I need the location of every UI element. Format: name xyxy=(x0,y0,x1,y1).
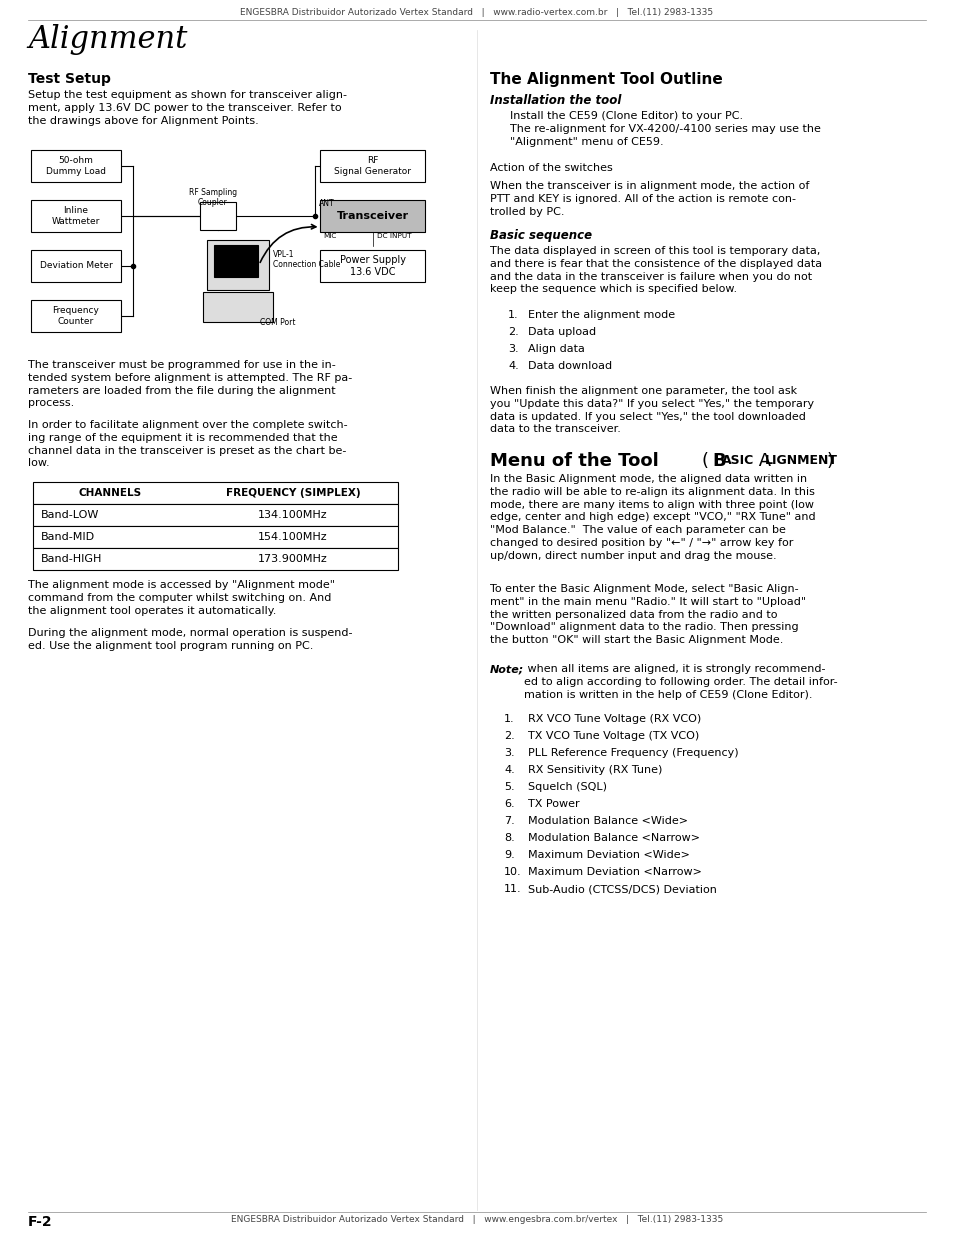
Text: Deviation Meter: Deviation Meter xyxy=(40,262,112,270)
Text: LIGNMENT: LIGNMENT xyxy=(764,454,837,467)
Text: 1.: 1. xyxy=(507,310,518,320)
Text: ASIC: ASIC xyxy=(721,454,754,467)
Text: MIC: MIC xyxy=(323,233,336,240)
Text: TX VCO Tune Voltage (TX VCO): TX VCO Tune Voltage (TX VCO) xyxy=(527,731,699,741)
Text: Install the CE59 (Clone Editor) to your PC.
The re-alignment for VX-4200/-4100 s: Install the CE59 (Clone Editor) to your … xyxy=(510,111,820,147)
Text: Align data: Align data xyxy=(527,345,584,354)
Text: 154.100MHz: 154.100MHz xyxy=(258,532,328,542)
Text: In order to facilitate alignment over the complete switch-
ing range of the equi: In order to facilitate alignment over th… xyxy=(28,420,347,468)
Text: A: A xyxy=(752,452,770,471)
Text: Maximum Deviation <Wide>: Maximum Deviation <Wide> xyxy=(527,850,689,860)
Text: 3.: 3. xyxy=(503,748,514,758)
Text: 8.: 8. xyxy=(503,832,515,844)
Text: When finish the alignment one parameter, the tool ask
you "Update this data?" If: When finish the alignment one parameter,… xyxy=(490,387,813,435)
Text: Test Setup: Test Setup xyxy=(28,72,111,86)
Text: Installation the tool: Installation the tool xyxy=(490,94,620,107)
Text: CHANNELS: CHANNELS xyxy=(79,488,142,498)
Text: ANT: ANT xyxy=(318,199,334,207)
Text: 3.: 3. xyxy=(507,345,518,354)
Text: Maximum Deviation <Narrow>: Maximum Deviation <Narrow> xyxy=(527,867,701,877)
Text: 10.: 10. xyxy=(503,867,521,877)
Text: The transceiver must be programmed for use in the in-
tended system before align: The transceiver must be programmed for u… xyxy=(28,359,352,409)
Text: During the alignment mode, normal operation is suspend-
ed. Use the alignment to: During the alignment mode, normal operat… xyxy=(28,629,352,651)
FancyBboxPatch shape xyxy=(30,300,121,332)
Text: Squelch (SQL): Squelch (SQL) xyxy=(527,782,606,792)
FancyBboxPatch shape xyxy=(200,203,235,230)
FancyBboxPatch shape xyxy=(213,245,257,277)
Text: Action of the switches: Action of the switches xyxy=(490,163,612,173)
FancyBboxPatch shape xyxy=(33,482,397,504)
Text: To enter the Basic Alignment Mode, select "Basic Align-
ment" in the main menu ": To enter the Basic Alignment Mode, selec… xyxy=(490,584,805,645)
Text: ENGESBRA Distribuidor Autorizado Vertex Standard   |   www.engesbra.com.br/verte: ENGESBRA Distribuidor Autorizado Vertex … xyxy=(231,1215,722,1224)
FancyBboxPatch shape xyxy=(33,548,397,571)
Text: Note;: Note; xyxy=(490,664,524,674)
Text: 11.: 11. xyxy=(503,884,521,894)
Text: In the Basic Alignment mode, the aligned data written in
the radio will be able : In the Basic Alignment mode, the aligned… xyxy=(490,474,815,561)
Text: 4.: 4. xyxy=(503,764,515,776)
Text: COM Port: COM Port xyxy=(260,317,295,327)
FancyBboxPatch shape xyxy=(203,291,273,322)
Text: 1.: 1. xyxy=(503,714,514,724)
Text: Data download: Data download xyxy=(527,361,612,370)
Text: When the transceiver is in alignment mode, the action of
PTT and KEY is ignored.: When the transceiver is in alignment mod… xyxy=(490,182,808,216)
FancyBboxPatch shape xyxy=(320,149,425,182)
Text: ): ) xyxy=(826,452,833,471)
FancyBboxPatch shape xyxy=(33,526,397,548)
Text: RF Sampling
Coupler: RF Sampling Coupler xyxy=(189,188,236,207)
Text: 2.: 2. xyxy=(507,327,518,337)
Text: Menu of the Tool: Menu of the Tool xyxy=(490,452,659,471)
Text: PLL Reference Frequency (Frequency): PLL Reference Frequency (Frequency) xyxy=(527,748,738,758)
Text: RX Sensitivity (RX Tune): RX Sensitivity (RX Tune) xyxy=(527,764,661,776)
Text: Frequency
Counter: Frequency Counter xyxy=(52,306,99,326)
Text: RF
Signal Generator: RF Signal Generator xyxy=(335,157,411,175)
Text: The Alignment Tool Outline: The Alignment Tool Outline xyxy=(490,72,722,86)
Text: Data upload: Data upload xyxy=(527,327,596,337)
Text: Power Supply
13.6 VDC: Power Supply 13.6 VDC xyxy=(339,256,406,277)
Text: 7.: 7. xyxy=(503,816,515,826)
Text: VPL-1
Connection Cable: VPL-1 Connection Cable xyxy=(273,249,340,269)
FancyArrowPatch shape xyxy=(260,225,315,263)
Text: Modulation Balance <Wide>: Modulation Balance <Wide> xyxy=(527,816,687,826)
Text: ENGESBRA Distribuidor Autorizado Vertex Standard   |   www.radio-vertex.com.br  : ENGESBRA Distribuidor Autorizado Vertex … xyxy=(240,7,713,17)
Text: 6.: 6. xyxy=(503,799,514,809)
Text: Band-LOW: Band-LOW xyxy=(41,510,99,520)
Text: The alignment mode is accessed by "Alignment mode"
command from the computer whi: The alignment mode is accessed by "Align… xyxy=(28,580,335,615)
Text: Sub-Audio (CTCSS/DCS) Deviation: Sub-Audio (CTCSS/DCS) Deviation xyxy=(527,884,716,894)
Text: 4.: 4. xyxy=(507,361,518,370)
Text: 5.: 5. xyxy=(503,782,514,792)
FancyBboxPatch shape xyxy=(320,249,425,282)
FancyBboxPatch shape xyxy=(33,504,397,526)
Text: 173.900MHz: 173.900MHz xyxy=(258,555,328,564)
FancyBboxPatch shape xyxy=(30,249,121,282)
Text: Band-HIGH: Band-HIGH xyxy=(41,555,102,564)
Text: (: ( xyxy=(701,452,708,471)
FancyBboxPatch shape xyxy=(320,200,425,232)
FancyBboxPatch shape xyxy=(207,240,269,290)
Text: Inline
Wattmeter: Inline Wattmeter xyxy=(51,206,100,226)
FancyBboxPatch shape xyxy=(30,200,121,232)
Text: when all items are aligned, it is strongly recommend-
ed to align according to f: when all items are aligned, it is strong… xyxy=(523,664,837,699)
Text: TX Power: TX Power xyxy=(527,799,579,809)
Text: DC INPUT: DC INPUT xyxy=(376,233,411,240)
Text: 134.100MHz: 134.100MHz xyxy=(258,510,328,520)
Text: Transceiver: Transceiver xyxy=(336,211,409,221)
Text: F-2: F-2 xyxy=(28,1215,52,1229)
Text: Basic sequence: Basic sequence xyxy=(490,228,592,242)
Text: 9.: 9. xyxy=(503,850,515,860)
Text: RX VCO Tune Voltage (RX VCO): RX VCO Tune Voltage (RX VCO) xyxy=(527,714,700,724)
Text: 50-ohm
Dummy Load: 50-ohm Dummy Load xyxy=(46,157,106,175)
Text: Setup the test equipment as shown for transceiver align-
ment, apply 13.6V DC po: Setup the test equipment as shown for tr… xyxy=(28,90,347,126)
FancyBboxPatch shape xyxy=(30,149,121,182)
Text: Alignment: Alignment xyxy=(28,23,187,56)
Text: Modulation Balance <Narrow>: Modulation Balance <Narrow> xyxy=(527,832,700,844)
Text: Enter the alignment mode: Enter the alignment mode xyxy=(527,310,675,320)
Text: B: B xyxy=(711,452,725,471)
Text: The data displayed in screen of this tool is temporary data,
and there is fear t: The data displayed in screen of this too… xyxy=(490,246,821,294)
Text: Band-MID: Band-MID xyxy=(41,532,95,542)
Text: 2.: 2. xyxy=(503,731,515,741)
Text: FREQUENCY (SIMPLEX): FREQUENCY (SIMPLEX) xyxy=(226,488,360,498)
